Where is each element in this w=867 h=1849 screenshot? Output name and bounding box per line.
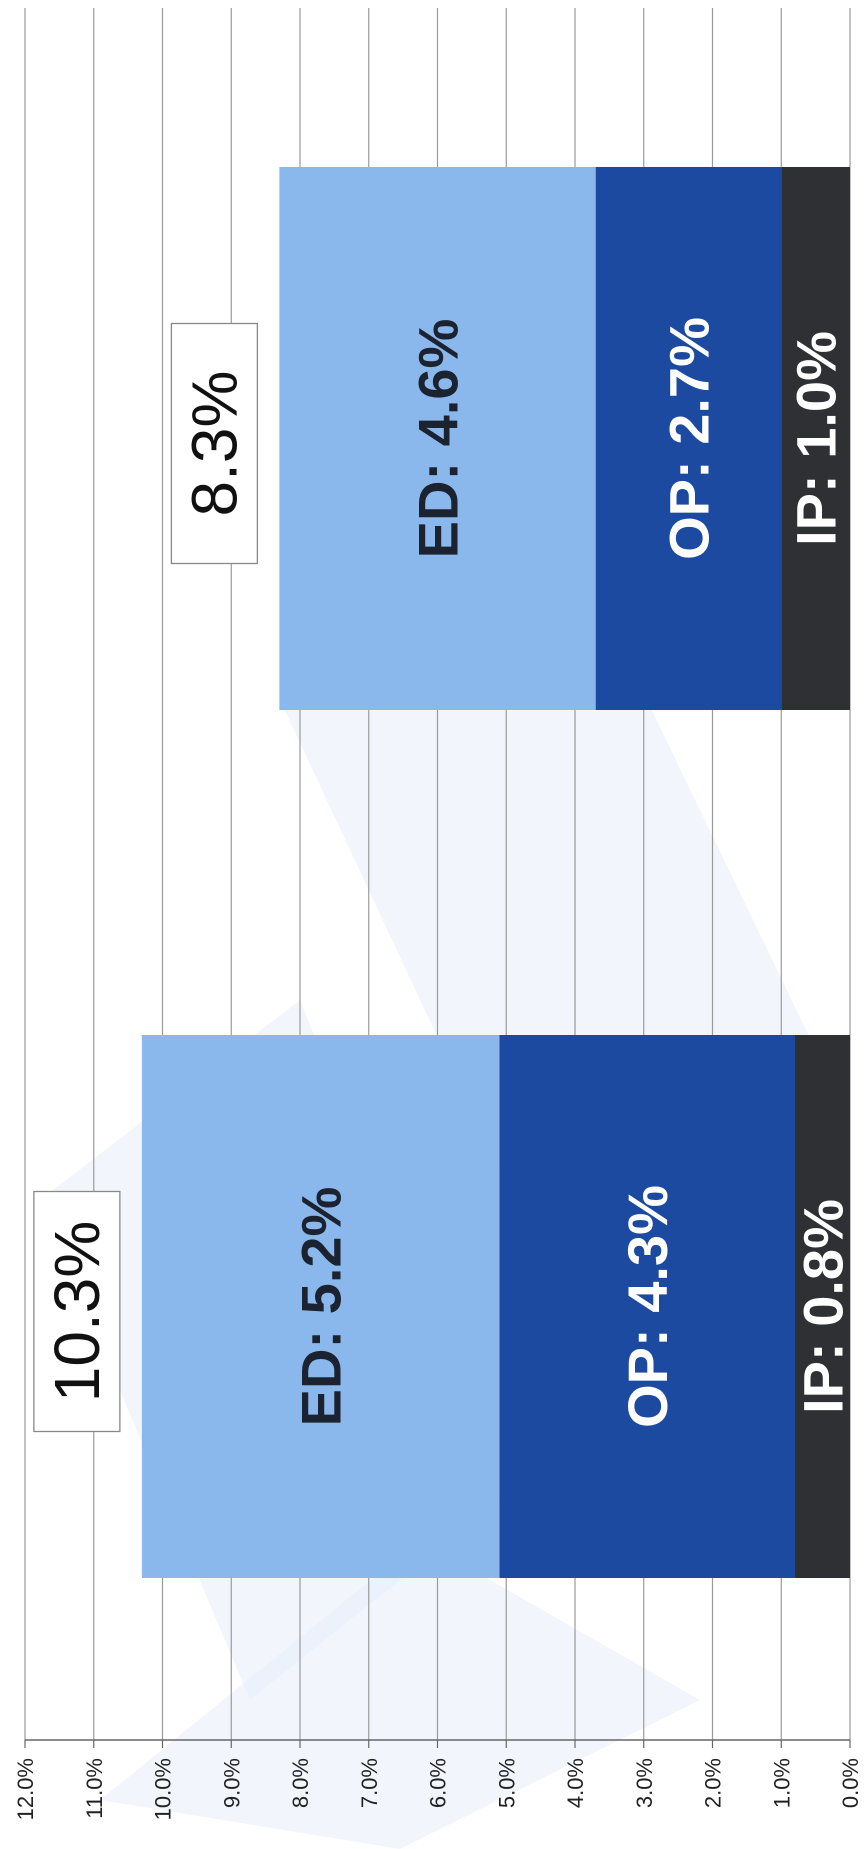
tick-label: 1.0% xyxy=(769,1758,794,1808)
tick-label: 9.0% xyxy=(219,1758,244,1808)
tick-label: 0.0% xyxy=(838,1758,863,1808)
segment-label-ed: ED: 5.2% xyxy=(290,1187,353,1427)
tick-label: 2.0% xyxy=(701,1758,726,1808)
bar-segment-ed xyxy=(141,1035,500,1578)
segment-label-ip: IP: 0.8% xyxy=(792,1199,855,1414)
tick-label: 11.0% xyxy=(82,1758,107,1819)
tick-label: 6.0% xyxy=(426,1758,451,1808)
bar-segment-ip xyxy=(795,1035,850,1578)
tick-label: 8.0% xyxy=(288,1758,313,1808)
total-label: 8.3% xyxy=(178,371,250,517)
tick-label: 7.0% xyxy=(357,1758,382,1808)
segment-label-op: OP: 4.3% xyxy=(616,1185,679,1428)
tick-label: 3.0% xyxy=(632,1758,657,1808)
tick-label: 5.0% xyxy=(494,1758,519,1808)
tick-label: 4.0% xyxy=(563,1758,588,1808)
segment-label-ip: IP: 1.0% xyxy=(785,331,848,546)
bar-2: IP: 1.0% OP: 2.7% ED: 4.6% 8.3% xyxy=(170,167,850,710)
bar-segment-ed xyxy=(279,167,596,710)
bar-segment-op xyxy=(499,1035,795,1578)
tick-label: 12.0% xyxy=(13,1758,38,1820)
bars: IP: 0.8% OP: 4.3% ED: 5.2% 10.3% IP: 1.0% OP:… xyxy=(33,167,855,1578)
segment-label-op: OP: 2.7% xyxy=(657,317,720,560)
total-label-box xyxy=(33,1190,121,1433)
total-label: 10.3% xyxy=(41,1221,113,1402)
bar-segment-op xyxy=(595,167,782,710)
bar-1: IP: 0.8% OP: 4.3% ED: 5.2% 10.3% xyxy=(33,1035,855,1578)
value-axis: 0.0% 1.0% 2.0% 3.0% 4.0% 5.0% 6.0% 7.0% 8.0% 9.0%… xyxy=(13,1739,863,1820)
bar-segment-ip xyxy=(781,167,850,710)
tick-label: 10.0% xyxy=(151,1758,176,1820)
watermark-shape xyxy=(100,1540,700,1849)
total-label-box xyxy=(170,322,259,565)
segment-label-ed: ED: 4.6% xyxy=(407,319,470,559)
